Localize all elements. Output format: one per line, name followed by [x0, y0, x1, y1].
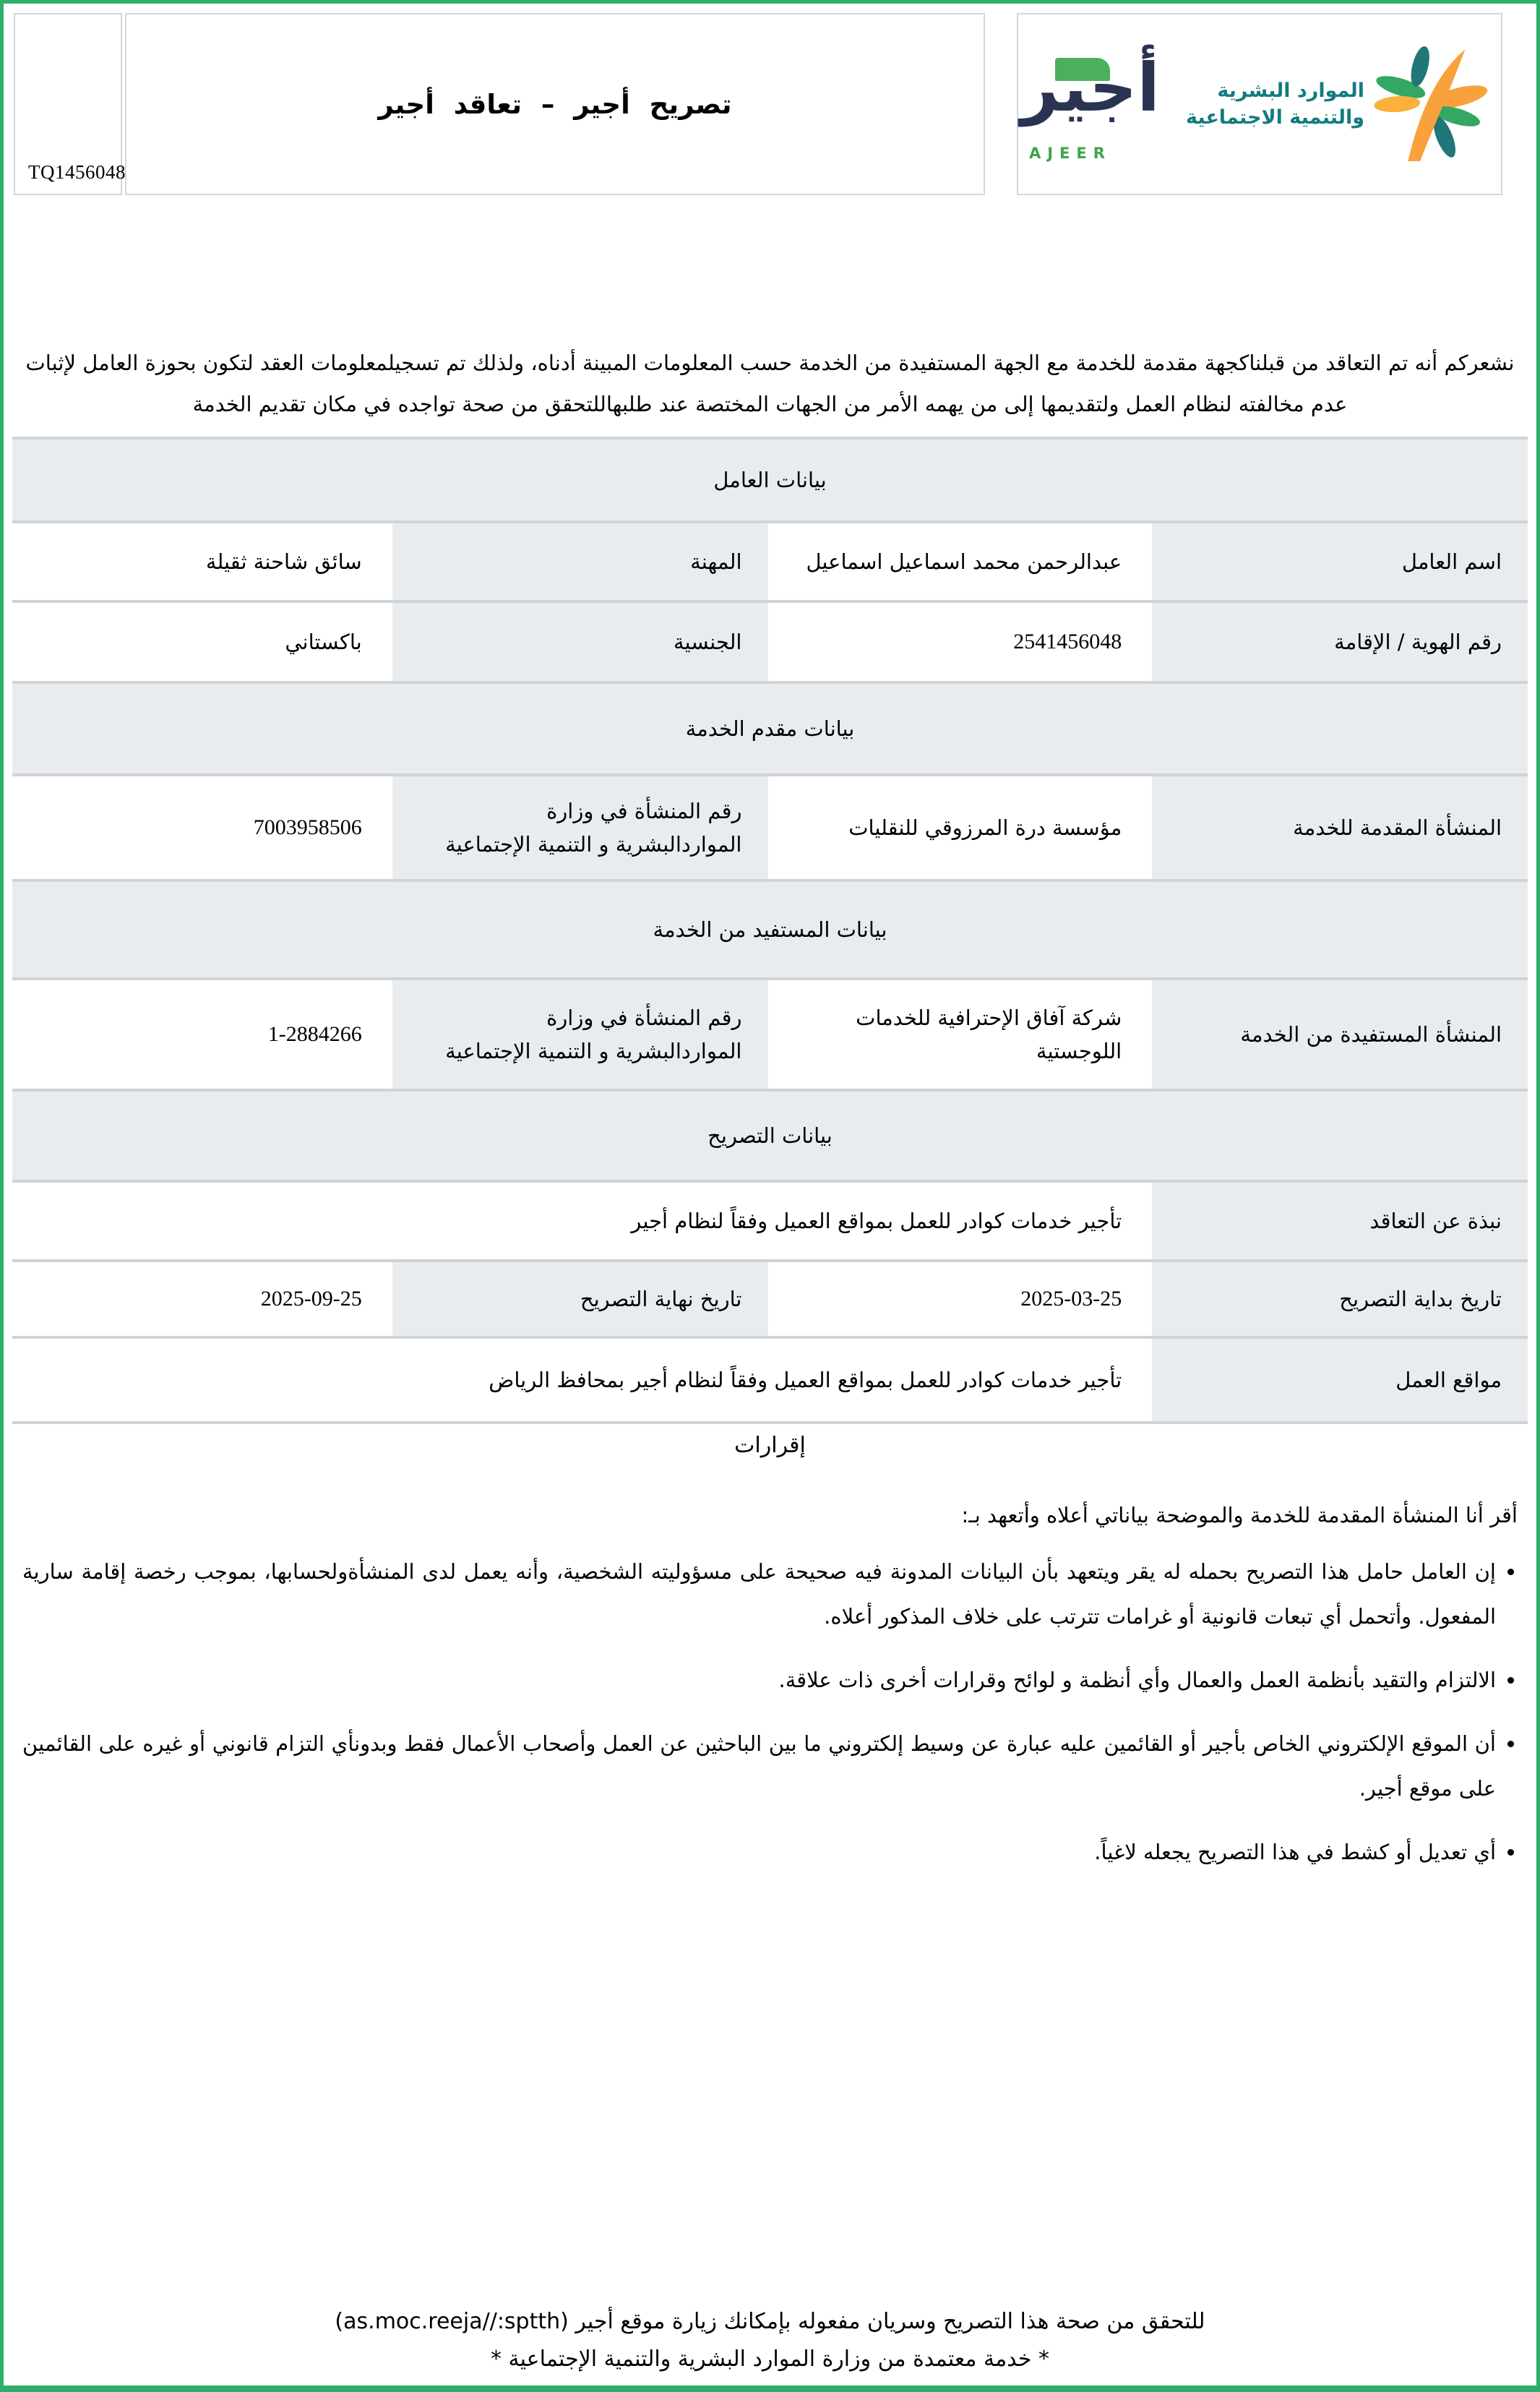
start-date-label: تاريخ بداية التصريح — [1152, 1262, 1528, 1336]
worker-section-title: بيانات العامل — [12, 440, 1528, 520]
permit-number-box: TQ1456048 — [14, 13, 126, 195]
id-number-label: رقم الهوية / الإقامة — [1152, 603, 1528, 681]
verification-note: للتحقق من صحة هذا التصريح وسريان مفعوله … — [335, 2309, 1205, 2334]
ajeer-logo-latin: AJEER — [1028, 145, 1111, 162]
table-row: نبذة عن التعاقد تأجير خدمات كوادر للعمل … — [12, 1183, 1528, 1262]
declarations-list: إن العامل حامل هذا التصريح بحمله له يقر … — [22, 1549, 1518, 1874]
page-title: تصريح أجير – تعاقد أجير — [378, 88, 732, 120]
table-row: المنشأة المقدمة للخدمة مؤسسة درة المرزوق… — [12, 776, 1528, 882]
work-locations-label: مواقع العمل — [1152, 1339, 1528, 1421]
table-row: المنشأة المستفيدة من الخدمة شركة آفاق ال… — [12, 980, 1528, 1092]
contract-brief-value: تأجير خدمات كوادر للعمل بمواقع العميل وف… — [12, 1183, 1148, 1259]
ministry-logo-line2: والتنمية الاجتماعية — [1185, 106, 1365, 129]
ministry-logo-text: الموارد البشرية والتنمية الاجتماعية — [1186, 77, 1364, 131]
start-date-value: 2025-03-25 — [772, 1262, 1148, 1336]
ministry-logo: الموارد البشرية والتنمية الاجتماعية — [1186, 42, 1493, 166]
permit-section-title: بيانات التصريح — [12, 1092, 1528, 1180]
beneficiary-name-value: شركة آفاق الإحترافية للخدمات اللوجستية — [772, 980, 1148, 1089]
document-header: TQ1456048 تصريح أجير – تعاقد أجير أجير A… — [14, 13, 1526, 195]
beneficiary-mol-number-value: 1-2884266 — [12, 980, 388, 1089]
worker-name-value: عبدالرحمن محمد اسماعيل اسماعيل — [772, 523, 1148, 600]
table-row: اسم العامل عبدالرحمن محمد اسماعيل اسماعي… — [12, 523, 1528, 603]
provider-section-title: بيانات مقدم الخدمة — [12, 684, 1528, 773]
provider-label: المنشأة المقدمة للخدمة — [1152, 776, 1528, 879]
declaration-item: الالتزام والتقيد بأنظمة العمل والعمال وأ… — [22, 1658, 1497, 1702]
nationality-label: الجنسية — [392, 603, 768, 681]
permit-table: بيانات العامل اسم العامل عبدالرحمن محمد … — [12, 437, 1528, 1424]
end-date-value: 2025-09-25 — [12, 1262, 388, 1336]
table-section-worker: بيانات العامل — [12, 440, 1528, 523]
ministry-logo-line1: الموارد البشرية — [1217, 80, 1365, 102]
logos-box: أجير AJEER الموارد البشرية والتنمية الاج… — [1017, 13, 1502, 195]
work-locations-value: تأجير خدمات كوادر للعمل بمواقع العميل وف… — [12, 1339, 1148, 1421]
beneficiary-label: المنشأة المستفيدة من الخدمة — [1152, 980, 1528, 1089]
provider-name-value: مؤسسة درة المرزوقي للنقليات — [772, 776, 1148, 879]
profession-value: سائق شاحنة ثقيلة — [12, 523, 388, 600]
table-row: رقم الهوية / الإقامة 2541456048 الجنسية … — [12, 603, 1528, 684]
id-number-value: 2541456048 — [772, 603, 1148, 681]
profession-label: المهنة — [392, 523, 768, 600]
table-row: مواقع العمل تأجير خدمات كوادر للعمل بموا… — [12, 1339, 1528, 1421]
approved-service-note: * خدمة معتمدة من وزارة الموارد البشرية و… — [491, 2346, 1049, 2372]
nationality-value: باكستاني — [12, 603, 388, 681]
ajeer-logo: أجير AJEER — [1020, 46, 1160, 163]
worker-name-label: اسم العامل — [1152, 523, 1528, 600]
provider-mol-number-label: رقم المنشأة في وزارة المواردالبشرية و ال… — [392, 776, 768, 879]
table-row: تاريخ بداية التصريح 2025-03-25 تاريخ نها… — [12, 1262, 1528, 1339]
table-section-permit: بيانات التصريح — [12, 1092, 1528, 1183]
declaration-item: أي تعديل أو كشط في هذا التصريح يجعله لاغ… — [22, 1830, 1496, 1874]
contract-brief-label: نبذة عن التعاقد — [1152, 1183, 1528, 1259]
title-box: تصريح أجير – تعاقد أجير — [125, 13, 985, 195]
beneficiary-mol-number-label: رقم المنشأة في وزارة المواردالبشرية و ال… — [392, 980, 768, 1089]
permit-number: TQ1456048 — [28, 161, 126, 183]
end-date-label: تاريخ نهاية التصريح — [392, 1262, 768, 1336]
ministry-logo-mark-icon — [1374, 46, 1488, 161]
table-section-beneficiary: بيانات المستفيد من الخدمة — [12, 882, 1528, 980]
ajeer-logo-green-shape — [1054, 58, 1110, 81]
declarations-title: إقرارات — [734, 1433, 806, 1458]
declaration-item: إن العامل حامل هذا التصريح بحمله له يقر … — [22, 1549, 1496, 1639]
table-section-provider: بيانات مقدم الخدمة — [12, 684, 1528, 776]
intro-paragraph: نشعركم أنه تم التعاقد من قبلناكجهة مقدمة… — [25, 351, 1515, 416]
provider-mol-number-value: 7003958506 — [12, 776, 388, 879]
ajeer-logo-arabic: أجير — [1020, 49, 1160, 127]
declarations-intro: أقر أنا المنشأة المقدمة للخدمة والموضحة … — [961, 1503, 1518, 1527]
document-footer: للتحقق من صحة هذا التصريح وسريان مفعوله … — [4, 2299, 1536, 2374]
beneficiary-section-title: بيانات المستفيد من الخدمة — [12, 882, 1528, 977]
declaration-item: أن الموقع الإلكتروني الخاص بأجير أو القا… — [22, 1721, 1496, 1811]
